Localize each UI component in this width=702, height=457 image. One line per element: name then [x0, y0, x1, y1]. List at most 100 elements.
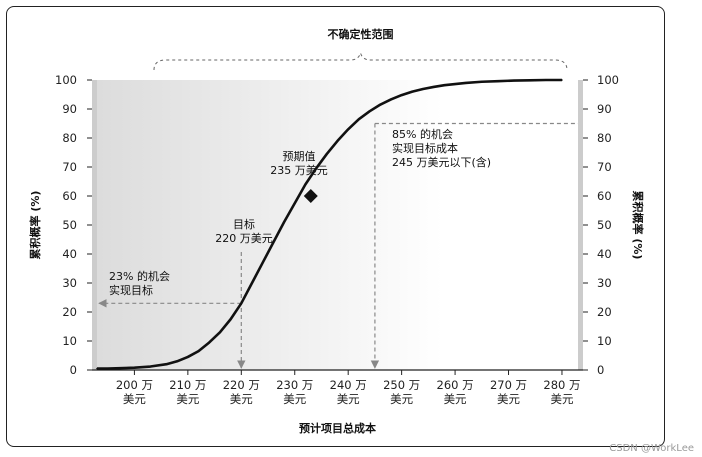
curve-point — [251, 282, 253, 284]
y-tick-label-right: 0 — [597, 363, 604, 377]
watermark: CSDN @WorkLee — [609, 443, 694, 454]
chance-23-label: 23% 的机会 — [109, 269, 170, 283]
y-tick-label-left: 10 — [62, 334, 77, 348]
curve-point — [133, 366, 136, 369]
chance-85-label: 实现目标成本 — [392, 141, 458, 155]
curve-point — [561, 79, 563, 81]
curve-point — [422, 88, 424, 90]
y-tick-label-right: 20 — [597, 305, 612, 319]
y-tick-label-left: 90 — [62, 102, 77, 116]
curve-point — [454, 83, 456, 85]
curve-point — [96, 367, 98, 370]
curve-point — [368, 110, 371, 113]
y-tick-label-left: 50 — [62, 218, 77, 232]
curve-point — [347, 128, 349, 131]
plot-area — [97, 80, 578, 370]
curve-point — [432, 86, 435, 88]
curve-point — [411, 90, 414, 93]
curve-point — [293, 202, 296, 205]
expected-value-label: 235 万美元 — [270, 164, 328, 177]
left-axis-bar — [92, 80, 97, 370]
curve-point — [197, 350, 200, 352]
curve-point — [545, 79, 547, 81]
y-tick-label-left: 70 — [62, 160, 77, 174]
y-tick-label-left: 60 — [62, 189, 77, 203]
chance-23-label: 实现目标 — [109, 283, 153, 297]
y-tick-label-right: 40 — [597, 247, 612, 261]
x-tick-label-unit: 美元 — [176, 392, 199, 406]
curve-point — [497, 80, 499, 82]
y-tick-label-left: 20 — [62, 305, 77, 319]
x-tick-label-unit: 美元 — [283, 392, 306, 406]
chart-title: 不确定性范围 — [328, 27, 394, 41]
chance-85-label: 245 万美元以下(含) — [392, 155, 491, 169]
x-tick-label-unit: 美元 — [337, 392, 360, 406]
target-label: 目标 — [233, 217, 255, 231]
x-tick-label: 270 万 — [490, 378, 527, 392]
y-axis-title-left: 累积概率 (%) — [28, 191, 42, 260]
chance-85-label: 85% 的机会 — [392, 127, 453, 141]
curve-point — [187, 356, 189, 358]
x-axis-title: 预计项目总成本 — [299, 421, 376, 435]
curve-point — [390, 98, 392, 101]
curve-point — [106, 367, 109, 370]
x-tick-label: 280 万 — [543, 378, 580, 392]
curve-point — [283, 221, 285, 223]
x-tick-label: 260 万 — [437, 378, 474, 392]
curve-point — [529, 79, 531, 82]
x-tick-label-unit: 美元 — [390, 392, 413, 406]
curve-point — [240, 302, 243, 305]
x-tick-label: 220 万 — [223, 378, 260, 392]
curve-point — [379, 103, 382, 106]
x-tick-label-unit: 美元 — [444, 392, 467, 406]
x-tick-label-unit: 美元 — [230, 392, 253, 406]
figure-frame — [6, 6, 665, 447]
x-tick-label: 240 万 — [330, 378, 367, 392]
x-tick-label: 200 万 — [116, 378, 153, 392]
curve-point — [304, 183, 307, 186]
curve-point — [443, 84, 446, 87]
curve-point — [229, 318, 232, 321]
y-tick-label-left: 0 — [70, 363, 77, 377]
y-tick-label-right: 30 — [597, 276, 612, 290]
y-tick-label-left: 40 — [62, 247, 77, 261]
curve-point — [400, 94, 403, 96]
y-tick-label-right: 10 — [597, 334, 612, 348]
x-tick-label: 210 万 — [169, 378, 206, 392]
y-tick-label-right: 100 — [597, 73, 619, 87]
curve-point — [464, 82, 467, 84]
curve-point — [176, 360, 178, 363]
x-tick-label-unit: 美元 — [123, 392, 146, 406]
curve-point — [261, 261, 264, 264]
curve-point — [481, 80, 483, 83]
right-axis-bar — [578, 80, 583, 370]
curve-point — [336, 140, 339, 142]
y-axis-title-right: 累积概率 (%) — [631, 191, 645, 260]
curve-point — [272, 241, 275, 244]
curve-point — [358, 118, 360, 120]
y-tick-label-right: 60 — [597, 189, 612, 203]
y-tick-label-right: 70 — [597, 160, 612, 174]
curve-point — [208, 341, 211, 344]
uncertainty-brace — [153, 51, 568, 71]
y-tick-label-left: 100 — [55, 73, 77, 87]
y-tick-label-right: 80 — [597, 131, 612, 145]
curve-point — [326, 153, 328, 155]
curve-point — [513, 79, 515, 82]
curve-point — [149, 365, 152, 368]
x-tick-label-unit: 美元 — [550, 392, 573, 406]
expected-value-marker — [303, 189, 318, 203]
y-tick-label-left: 30 — [62, 276, 77, 290]
x-tick-label-unit: 美元 — [497, 392, 520, 406]
expected-value-label: 预期值 — [283, 150, 316, 163]
x-tick-label: 230 万 — [276, 378, 313, 392]
curve-point — [165, 363, 168, 366]
y-tick-label-right: 50 — [597, 218, 612, 232]
target-label: 220 万美元 — [215, 232, 273, 245]
curve-point — [219, 331, 221, 334]
y-tick-label-left: 80 — [62, 131, 77, 145]
y-tick-label-right: 90 — [597, 102, 612, 116]
x-tick-label: 250 万 — [383, 378, 420, 392]
curve-point — [315, 167, 317, 170]
